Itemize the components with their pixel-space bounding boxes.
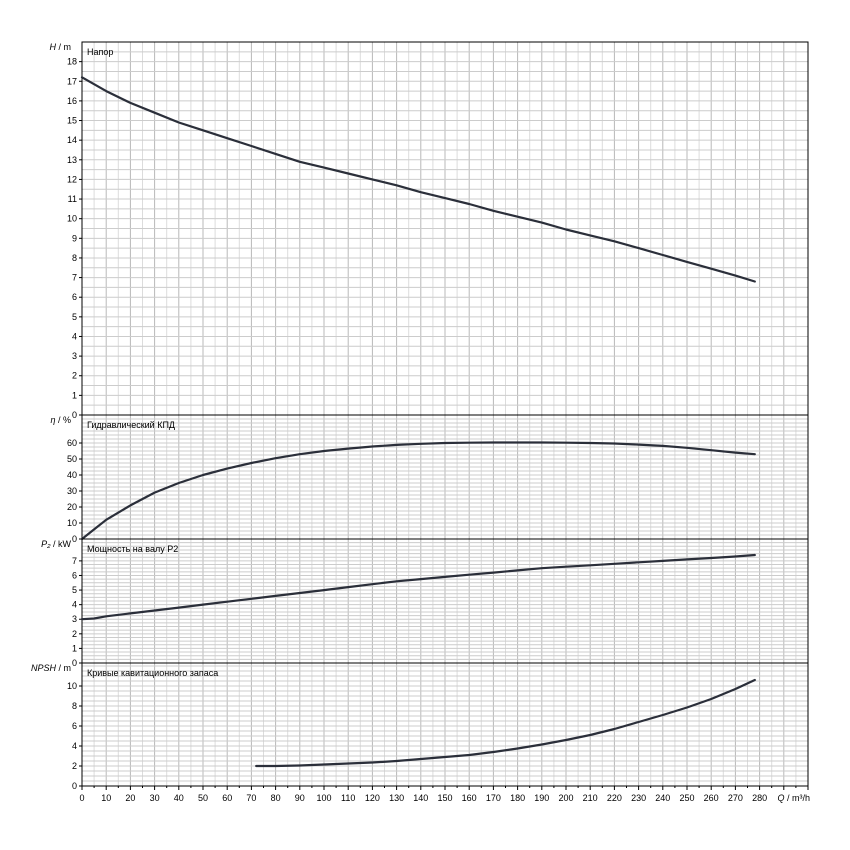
y-axis-unit: / m [56,663,71,673]
x-tick-label: 260 [704,793,719,803]
x-tick-label: 120 [365,793,380,803]
y-tick-label: 5 [72,585,77,595]
panel-title: Напор [87,47,113,57]
y-axis-symbol: H [50,42,57,52]
y-tick-label: 11 [68,194,77,204]
y-tick-label: 14 [67,135,77,145]
curve-line [80,76,756,283]
panel-2: 0 10 20 30 40 50 60 η / % Гидравлический КПД [50,414,809,544]
x-tick-label: 180 [510,793,525,803]
y-tick-label: 8 [72,701,77,711]
y-tick-label: 10 [67,681,77,691]
x-tick-label: 110 [341,793,355,803]
y-tick-label: 2 [72,761,77,771]
y-tick-label: 20 [67,502,77,512]
y-axis-label: P₂ / kW [41,539,71,549]
y-tick-label: 3 [72,614,77,624]
y-tick-label: 10 [67,214,77,224]
x-tick-label: 160 [462,793,477,803]
curve-line [80,441,756,541]
y-tick-label: 16 [67,96,77,106]
x-tick-label: 60 [222,793,232,803]
y-axis-label: η / % [50,415,71,425]
x-axis-symbol: Q [777,793,784,803]
x-tick-label: 220 [607,793,622,803]
y-tick-label: 4 [72,331,77,341]
y-tick-label: 2 [72,371,77,381]
x-tick-label: 270 [728,793,743,803]
y-tick-label: 7 [72,273,77,283]
x-tick-label: 130 [389,793,404,803]
x-tick-label: 70 [246,793,256,803]
x-tick-label: 50 [198,793,208,803]
y-tick-label: 1 [72,390,77,400]
y-axis-label: NPSH / m [31,663,71,673]
y-tick-label: 0 [72,534,77,544]
x-tick-label: 20 [125,793,135,803]
panel-title: Гидравлический КПД [87,420,175,430]
y-tick-label: 4 [72,741,77,751]
x-tick-label: 230 [631,793,646,803]
x-tick-label: 0 [79,793,84,803]
y-tick-label: 9 [72,233,77,243]
y-axis-unit: / % [55,415,71,425]
y-tick-label: 40 [67,470,77,480]
y-tick-label: 10 [67,518,77,528]
x-tick-label: 80 [271,793,281,803]
y-tick-label: 13 [67,155,77,165]
y-axis-label: H / m [50,42,72,52]
y-axis-symbol: P₂ [41,539,51,549]
y-tick-label: 4 [72,600,77,610]
y-tick-label: 0 [72,781,77,791]
y-tick-label: 6 [72,570,77,580]
y-tick-label: 17 [67,76,77,86]
y-tick-label: 3 [72,351,77,361]
y-tick-label: 15 [67,116,77,126]
x-tick-label: 10 [101,793,111,803]
y-tick-label: 0 [72,410,77,420]
x-tick-label: 40 [174,793,184,803]
x-tick-label: 140 [413,793,428,803]
curve-line [80,553,756,621]
y-axis-unit: / m [56,42,71,52]
y-tick-label: 6 [72,292,77,302]
x-axis-unit: / m³/h [784,793,810,803]
x-axis: 0 10 20 30 40 50 60 70 80 90 100 110 120 130 140 150 160… [79,786,810,803]
y-tick-label: 0 [72,658,77,668]
x-tick-label: 100 [316,793,331,803]
y-tick-label: 7 [72,556,77,566]
x-tick-label: 240 [655,793,670,803]
x-tick-label: 190 [534,793,549,803]
y-tick-label: 1 [72,643,77,653]
y-tick-label: 60 [67,438,77,448]
y-tick-label: 2 [72,629,77,639]
y-axis-unit: / kW [51,539,72,549]
y-axis-symbol: NPSH [31,663,57,673]
y-tick-label: 12 [67,174,77,184]
y-tick-label: 18 [67,57,77,67]
x-tick-label: 90 [295,793,305,803]
x-tick-label: 210 [583,793,598,803]
x-tick-label: 280 [752,793,767,803]
panel-title: Кривые кавитационного запаса [87,668,218,678]
x-tick-label: 170 [486,793,501,803]
panel-4: 0 2 4 6 8 10 NPSH / m Кривые кавитационного зап… [31,662,809,791]
y-tick-label: 50 [67,454,77,464]
x-tick-label: 250 [679,793,694,803]
x-tick-label: 150 [437,793,452,803]
y-tick-label: 30 [67,486,77,496]
y-axis-symbol: η [50,415,55,425]
y-tick-label: 5 [72,312,77,322]
panel-title: Мощность на валу P2 [87,544,178,554]
x-axis-label: Q / m³/h [777,793,810,803]
x-tick-label: 30 [150,793,160,803]
y-tick-label: 8 [72,253,77,263]
curve-line [255,678,756,768]
y-tick-label: 6 [72,721,77,731]
x-tick-label: 200 [558,793,573,803]
